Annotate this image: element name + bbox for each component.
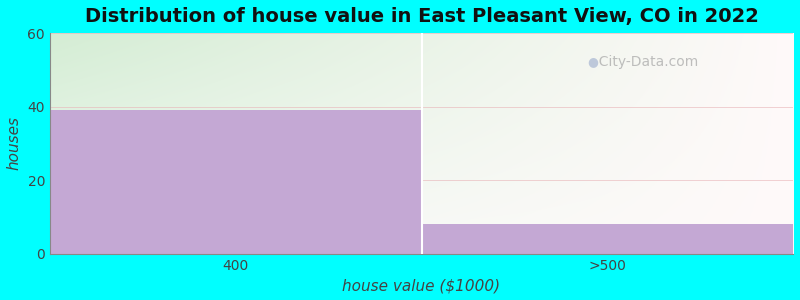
Y-axis label: houses: houses xyxy=(7,116,22,170)
Text: City-Data.com: City-Data.com xyxy=(590,55,698,69)
Title: Distribution of house value in East Pleasant View, CO in 2022: Distribution of house value in East Plea… xyxy=(85,7,758,26)
Bar xyxy=(422,224,793,254)
Text: ●: ● xyxy=(587,55,598,68)
Bar xyxy=(50,110,422,254)
X-axis label: house value ($1000): house value ($1000) xyxy=(342,278,501,293)
